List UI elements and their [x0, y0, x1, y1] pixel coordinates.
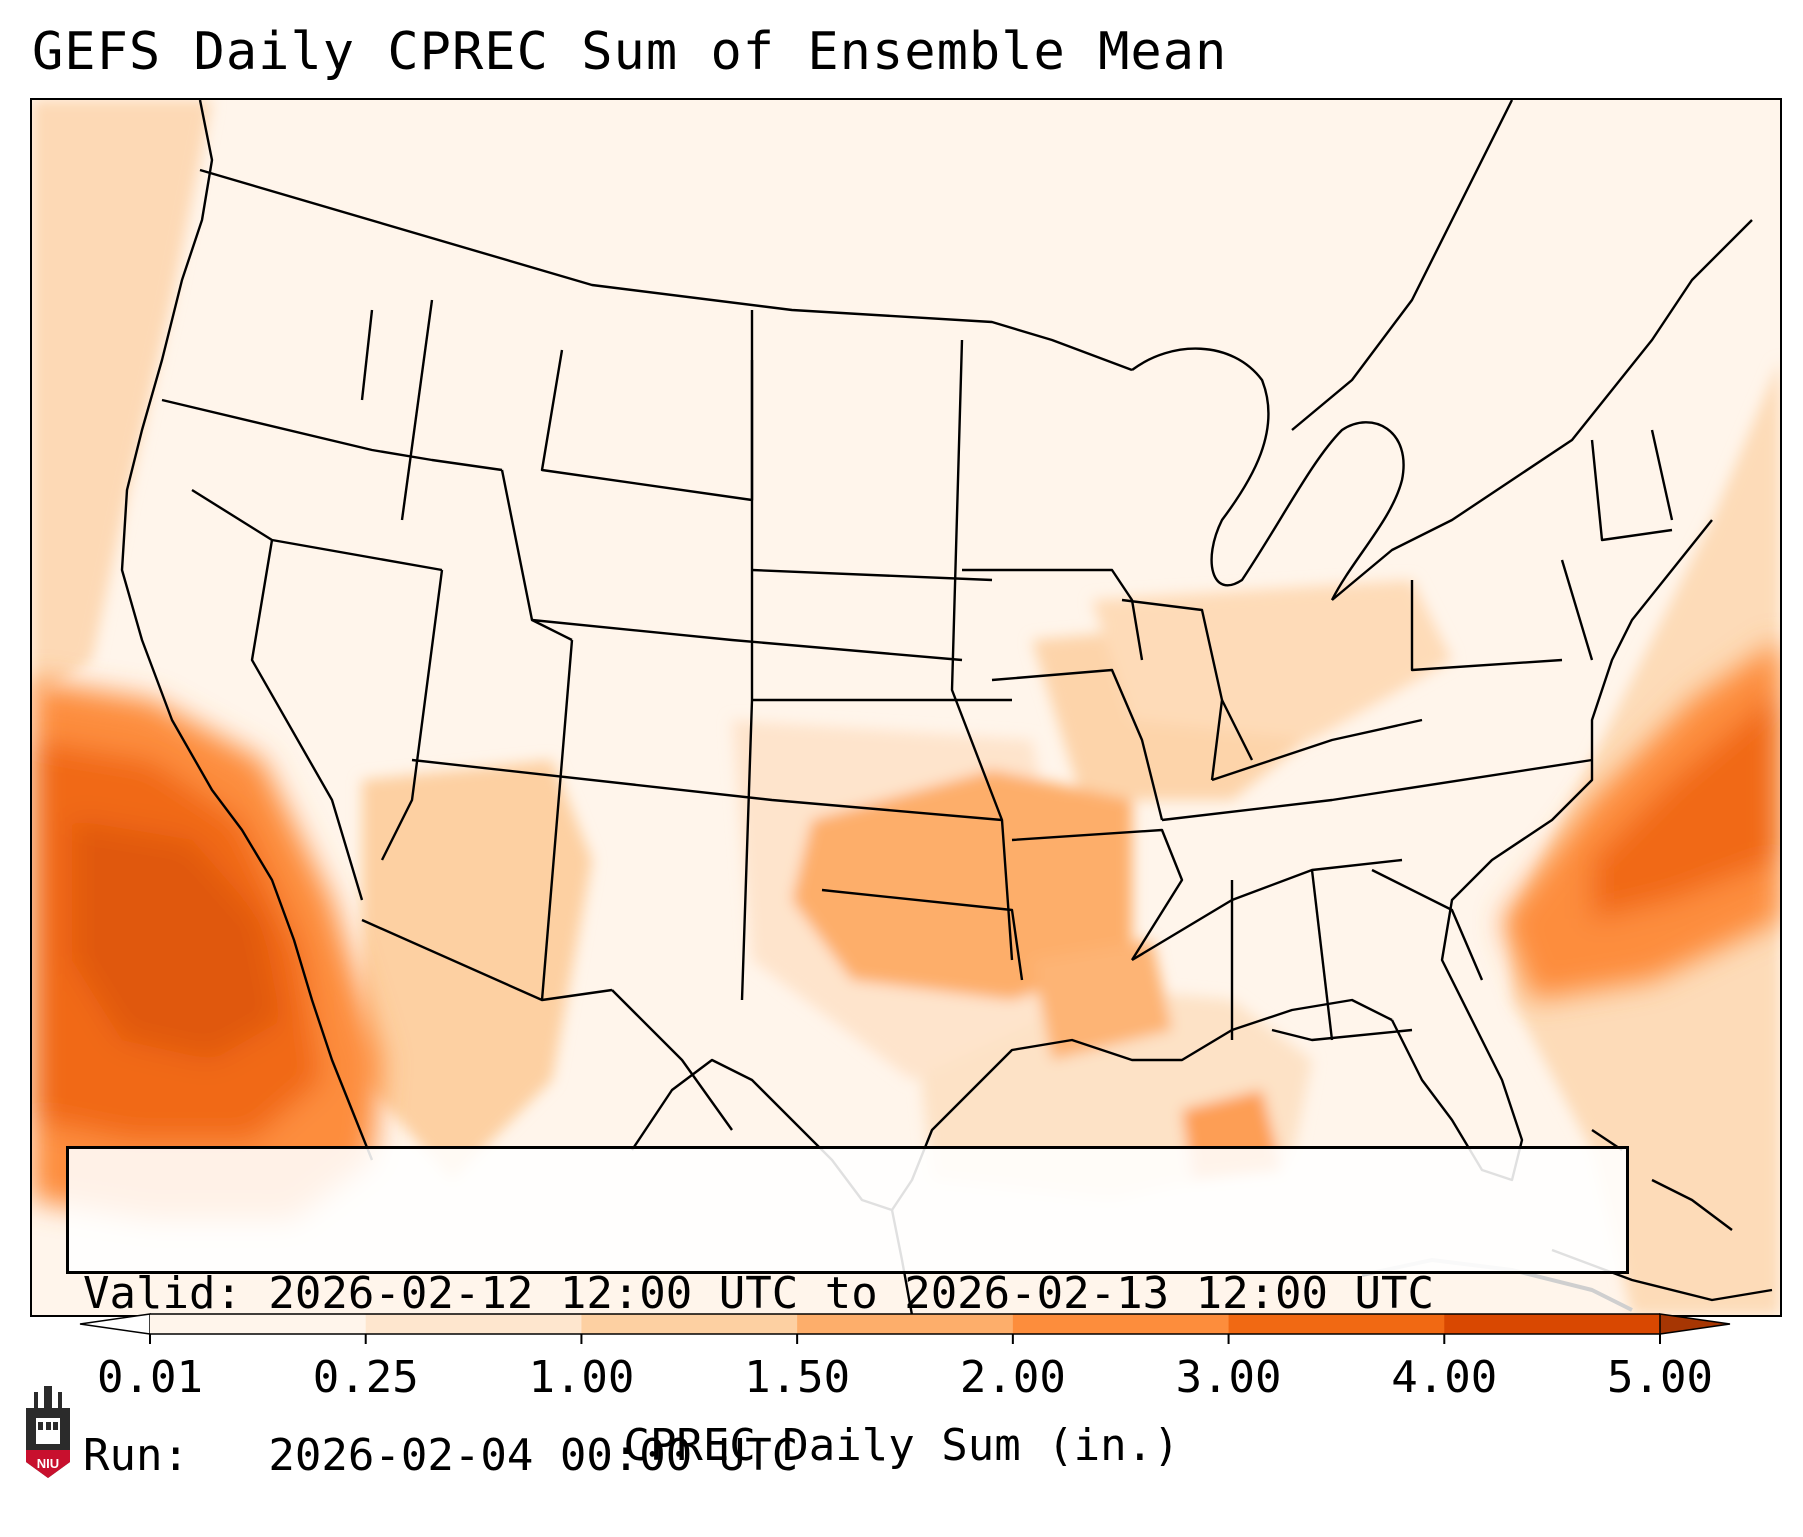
colorbar-label: CPREC Daily Sum (in.) [623, 1420, 1180, 1471]
niu-logo: NIU [26, 1386, 70, 1478]
colorbar-tick-label: 0.25 [313, 1352, 419, 1403]
colorbar-tick-label: 4.00 [1391, 1352, 1497, 1403]
heavy-precip-shading [32, 640, 1780, 1220]
moderate-louisiana [1032, 940, 1172, 1060]
precipitation-map [32, 100, 1780, 1315]
colorbar-bin [581, 1314, 798, 1334]
light-ohio-valley [1092, 580, 1452, 740]
moderate-southern-plains [792, 770, 1132, 1000]
info-box: Valid: 2026-02-12 12:00 UTC to 2026-02-1… [66, 1146, 1629, 1481]
colorbar-tick-label: 0.01 [97, 1352, 203, 1403]
colorbar-under-arrow [79, 1313, 151, 1335]
colorbar-bin [1444, 1314, 1661, 1334]
colorbar-bin [797, 1314, 1014, 1334]
light-band-northwest-ocean [32, 100, 212, 700]
heavy-pacific-max [72, 820, 282, 1060]
heavy-atlantic-core [1592, 690, 1780, 920]
colorbar-tick-label: 2.00 [960, 1352, 1066, 1403]
colorbar-tick-label: 3.00 [1176, 1352, 1282, 1403]
colorbar-over-arrow [1659, 1313, 1731, 1335]
run-time-line: Run: 2026-02-04 00:00 UTC [83, 1430, 799, 1481]
colorbar-tick-label: 1.00 [528, 1352, 634, 1403]
map-title: GEFS Daily CPREC Sum of Ensemble Mean [32, 22, 1228, 82]
map-panel [30, 98, 1782, 1317]
colorbar-outline [150, 1313, 1660, 1335]
colorbar-bin [1012, 1314, 1230, 1334]
colorbar-bin [1228, 1314, 1445, 1334]
colorbar-bin [365, 1314, 582, 1334]
logo-text: NIU [37, 1456, 59, 1471]
colorbar: 0.01 0.25 1.00 1.50 2.00 3.00 4.00 5.00 [79, 1313, 1731, 1403]
boundaries [120, 100, 1773, 1315]
valid-time-line: Valid: 2026-02-12 12:00 UTC to 2026-02-1… [83, 1268, 1435, 1319]
colorbar-tick-label: 5.00 [1607, 1352, 1713, 1403]
colorbar-bin [150, 1314, 367, 1334]
colorbar-ticks: 0.01 0.25 1.00 1.50 2.00 3.00 4.00 5.00 [97, 1334, 1713, 1403]
colorbar-bins [79, 1313, 1731, 1335]
colorbar-tick-label: 1.50 [744, 1352, 850, 1403]
